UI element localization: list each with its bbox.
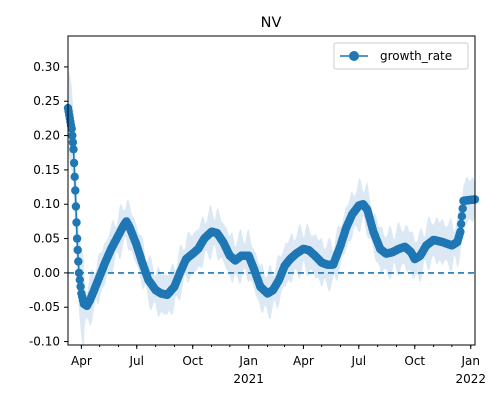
legend: growth_rate xyxy=(333,42,469,70)
x-tick-year-label: 2021 xyxy=(233,372,264,386)
x-tick-label: Apr xyxy=(293,354,314,368)
data-point xyxy=(71,202,81,211)
data-point xyxy=(69,145,78,154)
data-point xyxy=(75,275,85,284)
data-point xyxy=(70,172,79,181)
data-point xyxy=(67,124,76,133)
growth-rate-series xyxy=(63,103,480,311)
x-tick-label: Jan xyxy=(238,354,258,368)
data-point xyxy=(69,158,79,168)
confidence-band xyxy=(68,71,475,349)
x-axis: Apr Jul Oct Jan 2021 Apr Jul Oct Jan 2022 xyxy=(71,345,486,386)
y-tick-label: 0.10 xyxy=(33,197,60,211)
y-tick-label: -0.10 xyxy=(29,335,60,349)
y-tick-label: 0.20 xyxy=(33,129,60,143)
data-point xyxy=(68,138,78,147)
x-tick-label: Apr xyxy=(71,354,92,368)
x-tick-label: Jul xyxy=(351,354,366,368)
y-tick-label: 0.15 xyxy=(33,163,60,177)
y-tick-label: -0.05 xyxy=(29,300,60,314)
data-point xyxy=(456,227,465,236)
legend-marker-swatch xyxy=(349,51,359,61)
data-point xyxy=(457,212,467,221)
data-point xyxy=(458,204,467,213)
chart-title: NV xyxy=(261,15,282,31)
data-point xyxy=(73,245,82,255)
x-tick-label: Oct xyxy=(404,354,425,368)
legend-label: growth_rate xyxy=(380,49,452,63)
data-point xyxy=(71,186,80,195)
confidence-band-area xyxy=(68,71,475,349)
data-point xyxy=(72,218,81,227)
data-point xyxy=(457,219,466,229)
y-axis: -0.10 -0.05 0.00 0.05 0.10 0.15 0.20 0.25 0.30 xyxy=(29,60,68,349)
data-point xyxy=(74,268,84,278)
x-tick-label: Oct xyxy=(182,354,203,368)
x-tick-label: Jul xyxy=(129,354,144,368)
y-tick-label: 0.05 xyxy=(33,232,60,246)
data-point xyxy=(74,257,83,266)
y-tick-label: 0.30 xyxy=(33,60,60,74)
x-tick-label: Jan xyxy=(460,354,480,368)
data-point xyxy=(76,282,85,291)
data-point xyxy=(72,234,82,243)
legend-box xyxy=(333,42,469,70)
x-tick-year-label: 2022 xyxy=(455,372,486,386)
y-tick-label: 0.00 xyxy=(33,266,60,280)
y-tick-label: 0.25 xyxy=(33,94,60,108)
data-point xyxy=(68,131,77,140)
plot-frame xyxy=(67,35,476,346)
